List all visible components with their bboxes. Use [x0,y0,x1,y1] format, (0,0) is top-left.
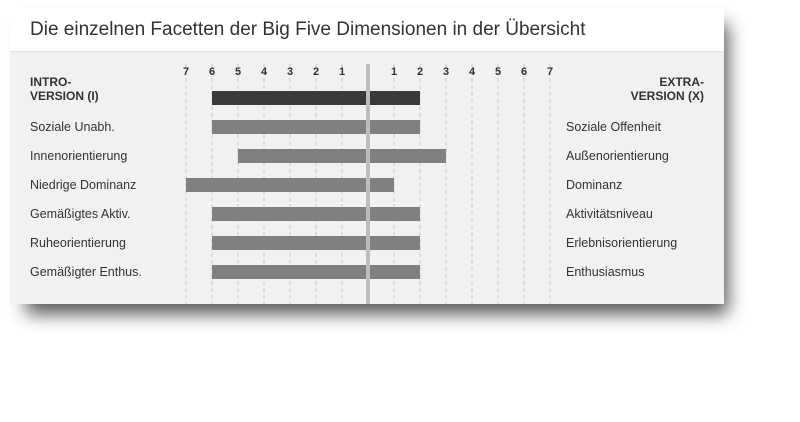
facet-label-intro: Ruheorientierung [30,236,126,250]
tick-label: 7 [547,66,553,78]
facet-bar-extra [368,207,420,221]
tick-label: 3 [287,66,293,78]
facet-bar-extra [368,120,420,134]
tick-label: 6 [209,66,215,78]
tick-label: 5 [235,66,241,78]
facet-bar-extra [368,265,420,279]
tick-label: 1 [339,66,345,78]
facet-label-intro: Gemäßigter Enthus. [30,265,142,279]
tick-label: 2 [417,66,423,78]
facet-label-intro: Gemäßigtes Aktiv. [30,207,131,221]
tick-label: 4 [469,66,476,78]
summary-bar-extra [368,91,420,105]
facet-label-intro: Niedrige Dominanz [30,178,136,192]
tick-label: 1 [391,66,397,78]
facet-label-extra: Enthusiasmus [566,265,645,279]
chart-card: Die einzelnen Facetten der Big Five Dime… [10,8,724,304]
facet-label-extra: Erlebnisorientierung [566,236,677,250]
tick-label: 2 [313,66,319,78]
tick-label: 5 [495,66,501,78]
tick-label: 7 [183,66,189,78]
introversion-header: INTRO- [30,75,71,89]
chart-title: Die einzelnen Facetten der Big Five Dime… [30,19,586,40]
facet-bar-extra [368,149,446,163]
facet-label-extra: Dominanz [566,178,622,192]
facet-bar-intro [186,178,368,192]
facet-bar-intro [212,120,368,134]
facet-label-extra: Außenorientierung [566,149,669,163]
facet-bar-intro [212,236,368,250]
facet-chart: 7 6 5 4 3 2 1 1 2 3 4 5 6 7 INTRO-VERSION (I) EXTRA-VER… [30,64,704,304]
center-axis-line [366,64,370,304]
introversion-header: VERSION (I) [30,89,99,103]
extraversion-header: EXTRA- [659,75,704,89]
facet-bar-extra [368,178,394,192]
tick-label: 6 [521,66,527,78]
facet-label-extra: Soziale Offenheit [566,120,661,134]
tick-label: 3 [443,66,449,78]
summary-bar-intro [212,91,368,105]
facet-bar-extra [368,236,420,250]
facet-label-intro: Soziale Unabh. [30,120,115,134]
facet-bar-intro [238,149,368,163]
facet-label-extra: Aktivitätsniveau [566,207,653,221]
tick-label: 4 [261,66,268,78]
facet-bar-intro [212,265,368,279]
extraversion-header: VERSION (X) [631,89,704,103]
facet-bar-intro [212,207,368,221]
title-bar: Die einzelnen Facetten der Big Five Dime… [10,8,724,52]
facet-label-intro: Innenorientierung [30,149,127,163]
